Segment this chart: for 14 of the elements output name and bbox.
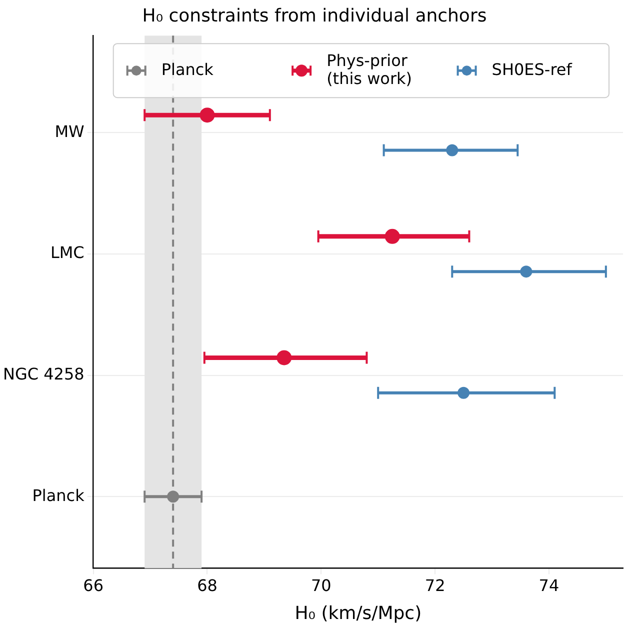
legend-label: Phys-prior (this work) bbox=[326, 50, 412, 88]
x-tick-label: 66 bbox=[83, 576, 104, 595]
x-tick-label: 72 bbox=[424, 576, 446, 595]
chart-title: H₀ constraints from individual anchors bbox=[142, 5, 487, 26]
y-tick-label: NGC 4258 bbox=[3, 364, 84, 384]
y-tick-label: MW bbox=[54, 122, 85, 141]
y-tick-label: Planck bbox=[32, 486, 86, 505]
x-tick-label: 74 bbox=[538, 576, 560, 595]
y-tick-label: LMC bbox=[50, 243, 84, 262]
legend-label: Planck bbox=[161, 60, 214, 79]
x-tick-label: 68 bbox=[197, 576, 218, 595]
x-tick-label: 70 bbox=[310, 576, 332, 595]
x-axis-title: H₀ (km/s/Mpc) bbox=[294, 602, 422, 624]
legend-label: SH0ES-ref bbox=[492, 60, 572, 79]
